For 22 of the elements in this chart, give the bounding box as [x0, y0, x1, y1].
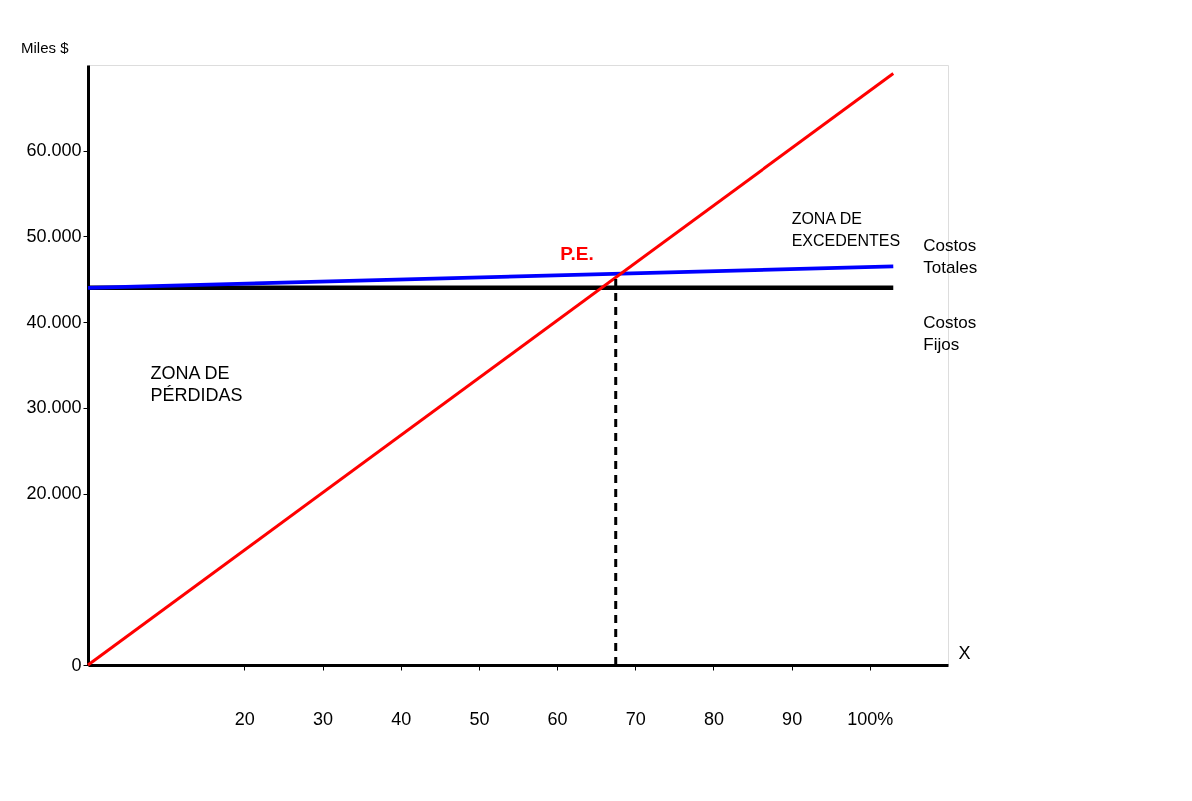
x-tick-label: 100%: [847, 708, 894, 729]
y-tick-label: 20.000: [26, 483, 82, 504]
y-tick-label: 50.000: [26, 225, 82, 246]
y-tick-label: 30.000: [26, 397, 82, 418]
x-tick-label: 50: [469, 708, 490, 729]
x-tick-label: 40: [391, 708, 412, 729]
annotation: ZONA DE EXCEDENTES: [791, 210, 901, 250]
y-tick-label: 40.000: [26, 311, 82, 332]
x-tick-label: 20: [234, 708, 255, 729]
y-tick-label: 60.000: [26, 140, 82, 161]
x-tick-label: 60: [547, 708, 568, 729]
text: Costos Fijos: [923, 312, 977, 354]
x-tick-label: 80: [703, 708, 724, 729]
series-label: Costos Totales: [923, 236, 978, 278]
y-axis-title: Miles $: [20, 38, 70, 56]
x-tick-label: 30: [313, 708, 334, 729]
annotation: P.E.: [560, 242, 594, 264]
x-axis-title: X: [958, 642, 971, 663]
x-tick-label: 90: [782, 708, 803, 729]
x-tick-label: 70: [625, 708, 646, 729]
annotation: ZONA DE PÉRDIDAS: [150, 362, 243, 405]
y-tick-label: 0: [71, 654, 82, 675]
